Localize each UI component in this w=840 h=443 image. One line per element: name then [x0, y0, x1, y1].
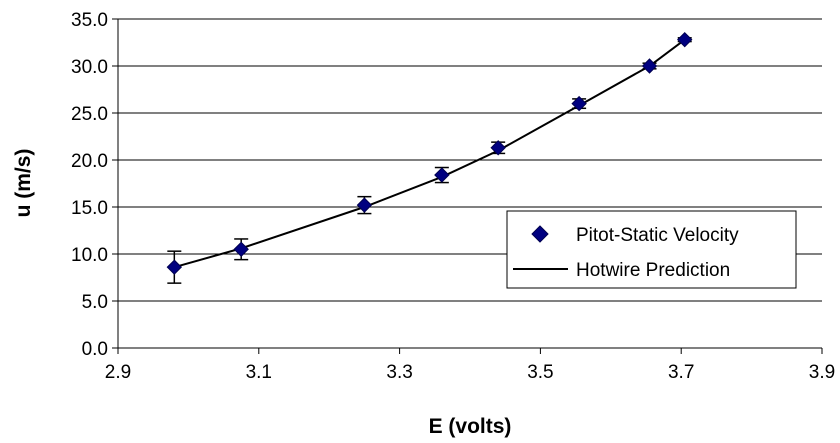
data-point-diamond	[233, 241, 249, 258]
gridlines	[118, 18, 822, 302]
data-point-diamond	[641, 58, 658, 74]
y-tick-label: 5.0	[82, 292, 108, 313]
plot-series	[166, 31, 693, 284]
legend-label-pitot: Pitot-Static Velocity	[576, 225, 739, 246]
hotwire-prediction-line	[174, 38, 686, 269]
y-tick-label: 10.0	[71, 245, 108, 266]
x-tick-label: 3.7	[668, 362, 694, 383]
y-tick-label: 35.0	[71, 10, 108, 31]
x-tick-labels: 2.9 3.1 3.3 3.5 3.7 3.9	[105, 362, 835, 383]
data-point-diamond	[434, 167, 450, 183]
data-point-diamond	[166, 259, 183, 275]
data-point-diamond	[490, 140, 506, 156]
y-axis-title: u (m/s)	[12, 149, 35, 218]
x-tick-label: 3.3	[386, 362, 412, 383]
y-tick-labels: 0.0 5.0 10.0 15.0 20.0 25.0 30.0 35.0	[71, 10, 108, 360]
x-tick-label: 3.1	[246, 362, 272, 383]
y-tick-label: 25.0	[71, 104, 108, 125]
y-tick-label: 30.0	[71, 57, 108, 78]
axes	[112, 18, 823, 354]
x-tick-label: 2.9	[105, 362, 131, 383]
x-tick-label: 3.9	[809, 362, 835, 383]
legend-marker-diamond	[531, 225, 549, 243]
legend: Pitot-Static Velocity Hotwire Prediction	[506, 210, 797, 289]
y-tick-label: 20.0	[71, 151, 108, 172]
y-tick-label: 15.0	[71, 198, 108, 219]
data-point-diamond	[571, 95, 587, 112]
x-axis-title: E (volts)	[429, 415, 512, 438]
y-tick-label: 0.0	[82, 339, 108, 360]
data-point-diamond	[356, 197, 373, 213]
legend-box	[506, 210, 797, 289]
legend-label-hotwire: Hotwire Prediction	[576, 260, 730, 281]
data-point-diamond	[677, 31, 693, 48]
x-tick-label: 3.5	[527, 362, 553, 383]
